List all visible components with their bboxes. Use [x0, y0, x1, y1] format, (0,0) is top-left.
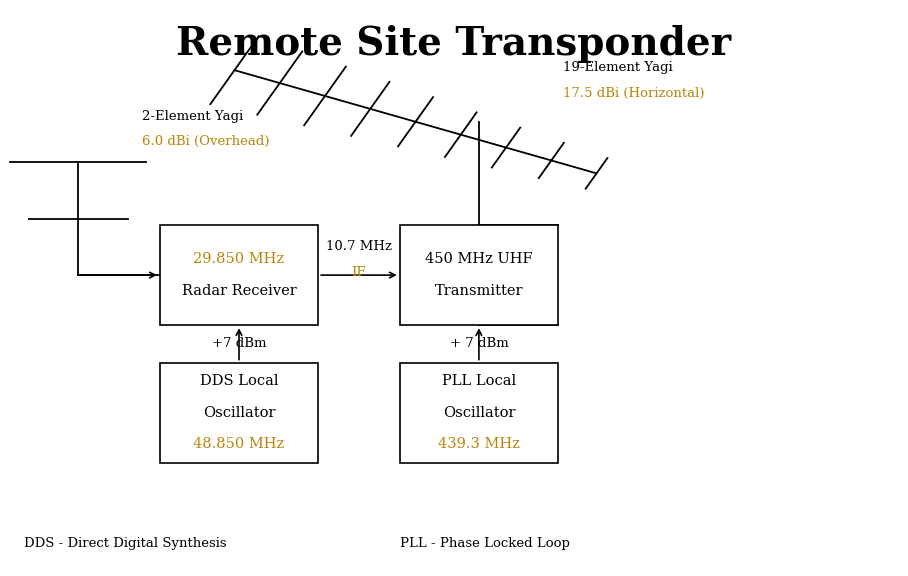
FancyBboxPatch shape	[160, 362, 318, 463]
Text: +7 dBm: +7 dBm	[212, 338, 266, 350]
Text: 48.850 MHz: 48.850 MHz	[193, 437, 284, 451]
Text: Transmitter: Transmitter	[435, 284, 523, 298]
Text: 439.3 MHz: 439.3 MHz	[438, 437, 520, 451]
Text: 29.850 MHz: 29.850 MHz	[193, 252, 284, 266]
Text: Remote Site Transponder: Remote Site Transponder	[176, 25, 732, 63]
Text: 17.5 dBi (Horizontal): 17.5 dBi (Horizontal)	[563, 86, 704, 100]
Text: Radar Receiver: Radar Receiver	[182, 284, 296, 298]
FancyBboxPatch shape	[160, 225, 318, 325]
Text: Oscillator: Oscillator	[442, 406, 515, 420]
FancyBboxPatch shape	[400, 225, 558, 325]
Text: IF: IF	[351, 266, 366, 279]
Text: Oscillator: Oscillator	[202, 406, 275, 420]
Text: DDS Local: DDS Local	[200, 374, 278, 388]
Text: 10.7 MHz: 10.7 MHz	[326, 240, 392, 253]
Text: 6.0 dBi (Overhead): 6.0 dBi (Overhead)	[142, 135, 269, 149]
Text: DDS - Direct Digital Synthesis: DDS - Direct Digital Synthesis	[24, 537, 227, 550]
Text: 450 MHz UHF: 450 MHz UHF	[425, 252, 533, 266]
Text: 2-Element Yagi: 2-Element Yagi	[142, 109, 243, 123]
Text: PLL - Phase Locked Loop: PLL - Phase Locked Loop	[400, 537, 569, 550]
Text: 19-Element Yagi: 19-Element Yagi	[563, 61, 673, 74]
Text: + 7 dBm: + 7 dBm	[449, 338, 508, 350]
FancyBboxPatch shape	[400, 362, 558, 463]
Text: PLL Local: PLL Local	[442, 374, 516, 388]
